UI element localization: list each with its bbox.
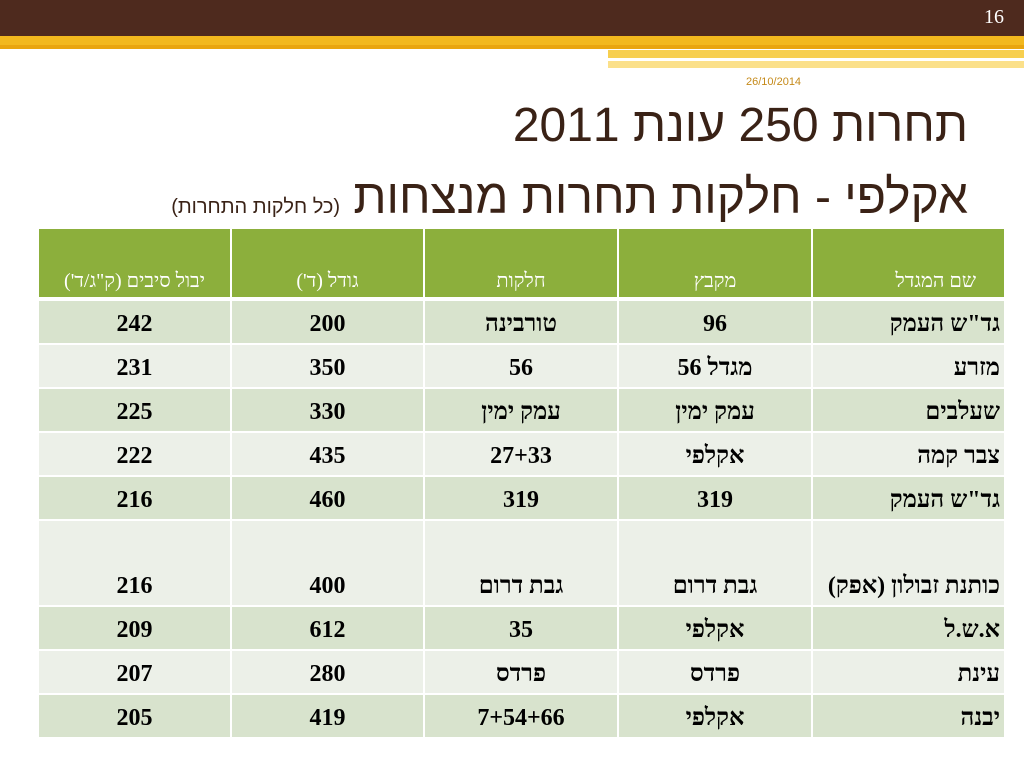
decor-stripe-1 [608, 50, 1024, 58]
slide-number: 16 [984, 6, 1004, 28]
table-row: עינת פרדס פרדס 280 207 [37, 650, 1004, 695]
cell-yield: 231 [37, 344, 231, 389]
cell-grower: צבר קמה [811, 432, 1004, 477]
cell-plots: פרדס [423, 650, 618, 695]
table-row: מזרע מגדל 56 56 350 231 [37, 344, 1004, 389]
cell-size: 330 [230, 388, 424, 433]
slide-title-line2: אקלפי - חלקות תחרות מנצחות (כל חלקות התח… [28, 168, 968, 237]
cell-size: 460 [230, 476, 424, 521]
cell-block: אקלפי [617, 432, 812, 477]
cell-size: 612 [230, 606, 424, 651]
top-brown-band [0, 0, 1024, 36]
cell-size: 350 [230, 344, 424, 389]
cell-yield: 242 [37, 299, 231, 345]
table-header-row: שם המגדל מקבץ חלקות גודל (ד') יבול סיבים… [37, 229, 1004, 301]
top-gold-band-lower [0, 45, 1024, 49]
slide-title-line1: תחרות 250 עונת 2011 [512, 99, 968, 152]
cell-block: עמק ימין [617, 388, 812, 433]
slide-date: 26/10/2014 [746, 76, 802, 88]
cell-plots: 319 [423, 476, 618, 521]
table-row: גד"ש העמק 96 טורבינה 200 242 [37, 299, 1004, 345]
cell-plots: טורבינה [423, 299, 618, 345]
cell-grower: גד"ש העמק [811, 476, 1004, 521]
header-yield: יבול סיבים (ק"ג/ד') [37, 229, 231, 301]
cell-block: 96 [617, 299, 812, 345]
cell-block: גבת דרום [617, 520, 812, 607]
cell-grower: מזרע [811, 344, 1004, 389]
table-row: שעלבים עמק ימין עמק ימין 330 225 [37, 388, 1004, 433]
cell-grower: גד"ש העמק [811, 299, 1004, 345]
cell-plots: 7+54+66 [423, 694, 618, 739]
cell-plots: 35 [423, 606, 618, 651]
header-block: מקבץ [617, 229, 812, 301]
cell-plots: 27+33 [423, 432, 618, 477]
cell-yield: 216 [37, 476, 231, 521]
cell-size: 435 [230, 432, 424, 477]
table-row: כותנת זבולון (אפק) גבת דרום גבת דרום 400… [37, 520, 1004, 607]
cell-block: מגדל 56 [617, 344, 812, 389]
cell-plots: גבת דרום [423, 520, 618, 607]
cell-yield: 216 [37, 520, 231, 607]
cell-plots: עמק ימין [423, 388, 618, 433]
cell-block: פרדס [617, 650, 812, 695]
cell-block: אקלפי [617, 694, 812, 739]
cell-grower: כותנת זבולון (אפק) [811, 520, 1004, 607]
cell-size: 400 [230, 520, 424, 607]
cell-yield: 209 [37, 606, 231, 651]
cell-size: 280 [230, 650, 424, 695]
cell-size: 200 [230, 299, 424, 345]
cell-yield: 222 [37, 432, 231, 477]
cell-grower: עינת [811, 650, 1004, 695]
cell-grower: א.ש.ל [811, 606, 1004, 651]
slide-title-main: אקלפי - חלקות תחרות מנצחות [353, 171, 968, 224]
header-grower: שם המגדל [811, 229, 1004, 301]
cell-block: 319 [617, 476, 812, 521]
slide-title-note: (כל חלקות התחרות) [171, 196, 341, 218]
cell-yield: 207 [37, 650, 231, 695]
decor-stripe-2 [608, 61, 1024, 68]
header-plots: חלקות [423, 229, 618, 301]
results-table: שם המגדל מקבץ חלקות גודל (ד') יבול סיבים… [37, 229, 1004, 739]
cell-size: 419 [230, 694, 424, 739]
cell-yield: 225 [37, 388, 231, 433]
top-gold-band [0, 36, 1024, 45]
cell-grower: שעלבים [811, 388, 1004, 433]
cell-block: אקלפי [617, 606, 812, 651]
cell-grower: יבנה [811, 694, 1004, 739]
header-size: גודל (ד') [230, 229, 424, 301]
table-row: א.ש.ל אקלפי 35 612 209 [37, 606, 1004, 651]
table-row: יבנה אקלפי 7+54+66 419 205 [37, 694, 1004, 739]
cell-yield: 205 [37, 694, 231, 739]
cell-plots: 56 [423, 344, 618, 389]
table-row: גד"ש העמק 319 319 460 216 [37, 476, 1004, 521]
table-row: צבר קמה אקלפי 27+33 435 222 [37, 432, 1004, 477]
